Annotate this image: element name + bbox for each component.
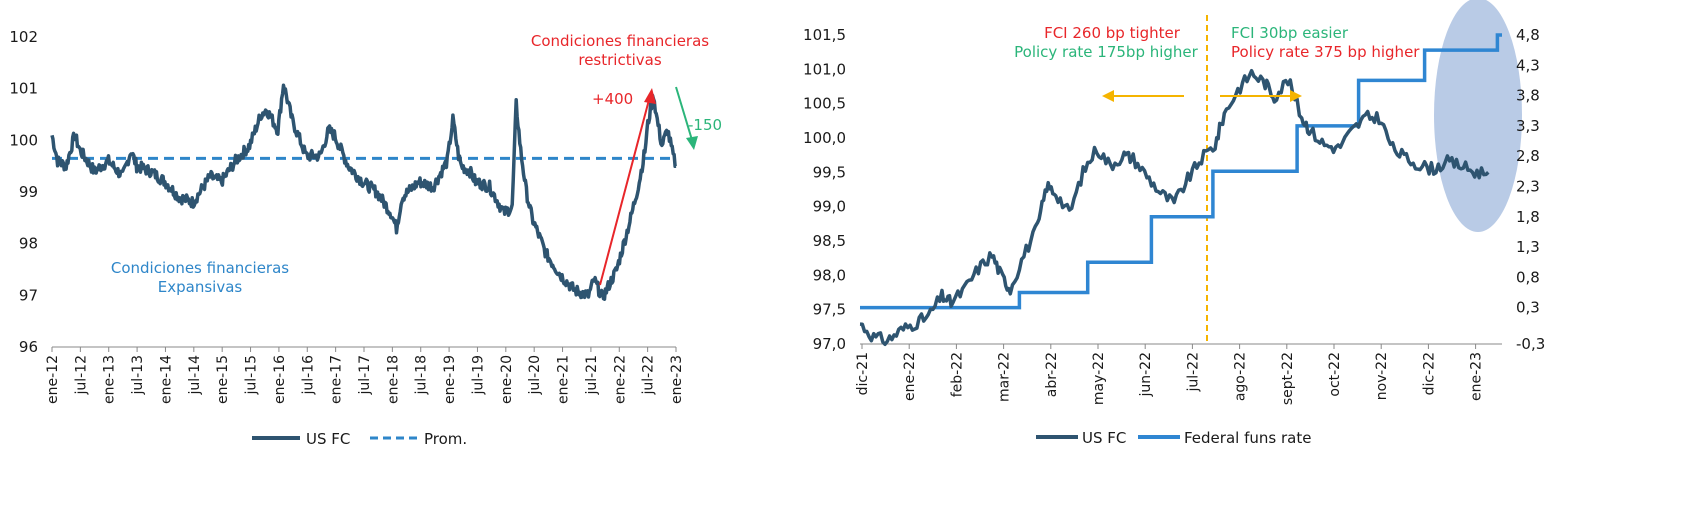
right-note-line2: Policy rate 375 bp higher bbox=[1231, 43, 1420, 61]
left-x-tick-label: ene-12 bbox=[45, 355, 61, 404]
expansive-annotation: Condiciones financieras Expansivas bbox=[111, 259, 289, 296]
left-x-tick-label: ene-20 bbox=[499, 355, 515, 404]
left-x-tick-label: ene-22 bbox=[612, 355, 628, 404]
right-y-tick: 100,5 bbox=[803, 95, 846, 113]
right-legend: US FC Federal funs rate bbox=[1036, 429, 1311, 447]
right-x-tick-label: feb-22 bbox=[949, 352, 965, 397]
left-x-tick-label: jul-13 bbox=[130, 355, 146, 396]
left-chart: 96 97 98 99 100 101 102 ene-12 jul-12 ene-13 jul-… bbox=[9, 28, 722, 448]
legend-label-prom: Prom. bbox=[424, 430, 467, 448]
left-x-tick-label: jul-12 bbox=[73, 355, 89, 396]
right-secondary-y-axis: -0,3 0,3 0,8 1,3 1,8 2,3 2,8 3,3 3,8 4,3 4,8 bbox=[1516, 26, 1545, 353]
right-x-tick-label: ene-22 bbox=[902, 352, 918, 401]
down-change-label: -150 bbox=[688, 116, 722, 134]
highlight-ellipse bbox=[1434, 0, 1522, 232]
us-fc-line-right bbox=[859, 68, 1490, 347]
us-fc-line bbox=[50, 83, 677, 301]
left-x-tick-label: ene-13 bbox=[102, 355, 118, 404]
left-x-tick-label: jul-22 bbox=[641, 355, 657, 396]
right-x-tick-label: jul-22 bbox=[1185, 352, 1201, 393]
right-y2-tick: -0,3 bbox=[1516, 335, 1545, 353]
right-y2-tick: 2,8 bbox=[1516, 147, 1540, 165]
right-y-tick: 101,0 bbox=[803, 60, 846, 78]
right-y-tick: 99,5 bbox=[813, 163, 846, 181]
left-x-tick-label: ene-15 bbox=[215, 355, 231, 404]
right-y2-tick: 1,3 bbox=[1516, 238, 1540, 256]
left-x-tick-label: ene-14 bbox=[158, 355, 174, 404]
right-y-tick: 97,0 bbox=[813, 335, 846, 353]
right-x-tick-label: jun-22 bbox=[1138, 352, 1154, 398]
right-y2-tick: 2,3 bbox=[1516, 177, 1540, 195]
restrictive-annotation: Condiciones financieras restrictivas bbox=[531, 32, 709, 69]
right-y-tick: 98,5 bbox=[813, 232, 846, 250]
left-x-tick-label: jul-19 bbox=[470, 355, 486, 396]
expansive-label-line1: Condiciones financieras bbox=[111, 259, 289, 277]
right-x-tick-label: abr-22 bbox=[1044, 352, 1060, 397]
left-note-line2: Policy rate 175bp higher bbox=[1014, 43, 1199, 61]
legend-label-us-fc: US FC bbox=[306, 430, 350, 448]
left-x-tick-label: jul-14 bbox=[187, 355, 203, 396]
right-left-y-axis: 97,0 97,5 98,0 98,5 99,0 99,5 100,0 100,5 101,0 1… bbox=[803, 26, 846, 353]
left-x-axis: ene-12 jul-12 ene-13 jul-13 ene-14 jul-14 ene-… bbox=[45, 347, 685, 404]
left-y-tick: 99 bbox=[19, 183, 38, 201]
left-y-tick: 100 bbox=[9, 131, 38, 149]
right-x-tick-label: nov-22 bbox=[1374, 352, 1390, 400]
left-note-line1: FCI 260 bp tighter bbox=[1044, 24, 1181, 42]
left-x-tick-label: jul-21 bbox=[584, 355, 600, 396]
right-y2-tick: 3,3 bbox=[1516, 117, 1540, 135]
up-arrow bbox=[599, 88, 656, 286]
left-legend: US FC Prom. bbox=[252, 430, 467, 448]
expansive-label-line2: Expansivas bbox=[158, 278, 243, 296]
right-note-line1: FCI 30bp easier bbox=[1231, 24, 1349, 42]
down-arrow bbox=[675, 86, 698, 150]
right-y-tick: 98,0 bbox=[813, 266, 846, 284]
right-pointing-arrow bbox=[1220, 90, 1302, 102]
left-x-tick-label: ene-16 bbox=[272, 355, 288, 404]
right-y2-tick: 0,8 bbox=[1516, 268, 1540, 286]
left-x-tick-label: jul-16 bbox=[300, 355, 316, 396]
left-y-tick: 98 bbox=[19, 235, 38, 253]
left-x-tick-label: ene-21 bbox=[556, 355, 572, 404]
right-y-tick: 100,0 bbox=[803, 129, 846, 147]
left-y-tick: 102 bbox=[9, 28, 38, 46]
left-x-tick-label: jul-20 bbox=[527, 355, 543, 396]
left-y-tick: 101 bbox=[9, 80, 38, 98]
left-pointing-arrow bbox=[1102, 90, 1184, 102]
left-x-tick-label: jul-15 bbox=[244, 355, 260, 396]
right-x-tick-label: ago-22 bbox=[1233, 352, 1249, 401]
right-x-tick-label: ene-23 bbox=[1469, 352, 1485, 401]
left-y-tick: 96 bbox=[19, 338, 38, 356]
left-x-tick-label: ene-19 bbox=[442, 355, 458, 404]
right-y2-tick: 0,3 bbox=[1516, 299, 1540, 317]
federal-funds-rate-line bbox=[860, 33, 1502, 310]
left-y-axis: 96 97 98 99 100 101 102 bbox=[9, 28, 38, 356]
right-x-tick-label: dic-21 bbox=[855, 352, 871, 395]
right-x-tick-label: oct-22 bbox=[1327, 352, 1343, 397]
right-y-tick: 97,5 bbox=[813, 301, 846, 319]
legend-label-fed-rate: Federal funs rate bbox=[1184, 429, 1311, 447]
right-y2-tick: 4,8 bbox=[1516, 26, 1540, 44]
right-y-tick: 101,5 bbox=[803, 26, 846, 44]
left-x-tick-label: ene-23 bbox=[669, 355, 685, 404]
right-y-tick: 99,0 bbox=[813, 198, 846, 216]
left-y-tick: 97 bbox=[19, 286, 38, 304]
right-x-axis: dic-21 ene-22 feb-22 mar-22 abr-22 may-22 jun-… bbox=[855, 344, 1485, 405]
legend-label-us-fc-right: US FC bbox=[1082, 429, 1126, 447]
left-x-tick-label: ene-18 bbox=[385, 355, 401, 404]
right-x-tick-label: mar-22 bbox=[997, 352, 1013, 402]
left-x-tick-label: jul-18 bbox=[414, 355, 430, 396]
right-y2-tick: 1,8 bbox=[1516, 208, 1540, 226]
left-x-tick-label: jul-17 bbox=[357, 355, 373, 396]
right-x-tick-label: dic-22 bbox=[1421, 352, 1437, 395]
right-y2-tick: 3,8 bbox=[1516, 87, 1540, 105]
right-x-tick-label: sept-22 bbox=[1280, 352, 1296, 405]
left-x-tick-label: ene-17 bbox=[329, 355, 345, 404]
right-y2-tick: 4,3 bbox=[1516, 56, 1540, 74]
right-chart: 97,0 97,5 98,0 98,5 99,0 99,5 100,0 100,5 101,0 1… bbox=[803, 0, 1545, 447]
right-x-tick-label: may-22 bbox=[1091, 352, 1107, 405]
restrictive-label-line2: restrictivas bbox=[578, 51, 661, 69]
up-change-label: +400 bbox=[592, 90, 633, 108]
restrictive-label-line1: Condiciones financieras bbox=[531, 32, 709, 50]
